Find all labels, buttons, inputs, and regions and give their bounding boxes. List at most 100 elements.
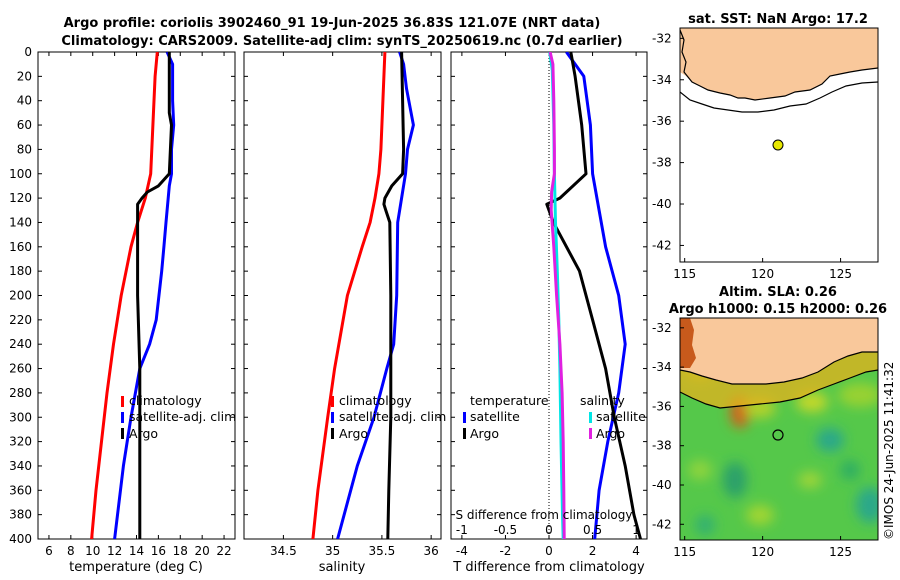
legend-label-s-satellite: satellite bbox=[596, 409, 646, 424]
salinity-lines bbox=[311, 52, 415, 539]
x-tick-label: 4 bbox=[632, 544, 640, 558]
y-tick-label: 400 bbox=[9, 532, 32, 546]
lat-tick-label: -42 bbox=[652, 238, 672, 252]
x-tick-label: 36 bbox=[424, 544, 439, 558]
legend-label-argo: Argo bbox=[129, 426, 158, 441]
sw-australia-warm-coast bbox=[680, 318, 696, 368]
lat-tick-label: -38 bbox=[652, 439, 672, 453]
s-difference-tick-labels: -1 -0.5 0 0.5 1 bbox=[456, 523, 640, 537]
legend-swatch-s-satellite bbox=[589, 412, 592, 423]
australia-land bbox=[680, 318, 878, 384]
argo-float-marker bbox=[772, 429, 784, 441]
top-tick-label: 0 bbox=[545, 523, 553, 537]
y-tick-label: 320 bbox=[9, 435, 32, 449]
lat-tick-label: -34 bbox=[652, 73, 672, 87]
x-tick-label: 0 bbox=[545, 544, 553, 558]
sst-map-title: sat. SST: NaN Argo: 17.2 bbox=[688, 12, 868, 27]
sla-map-title-line2: Argo h1000: 0.15 h2000: 0.26 bbox=[669, 302, 887, 317]
y-tick-label: 340 bbox=[9, 459, 32, 473]
lon-tick-label: 125 bbox=[829, 545, 852, 559]
s-difference-axis-label: S difference from climatology bbox=[456, 508, 633, 522]
legend-swatch-argo bbox=[331, 428, 334, 439]
x-tick-label: 18 bbox=[173, 544, 188, 558]
x-tick-label: -4 bbox=[456, 544, 468, 558]
salinity-tick-labels: 34.5 35 35.5 36 bbox=[244, 51, 441, 558]
coastline bbox=[680, 351, 878, 385]
x-tick-label: 35 bbox=[325, 544, 340, 558]
legend-swatch-s-argo bbox=[589, 428, 592, 439]
x-tick-label: 34.5 bbox=[270, 544, 297, 558]
sla-map: Altim. SLA: 0.26 Argo h1000: 0.15 h2000:… bbox=[652, 285, 887, 559]
lon-tick-label: 115 bbox=[673, 545, 696, 559]
legend-heading-salinity: salinity bbox=[580, 393, 625, 408]
series-line-s-argo bbox=[548, 52, 566, 539]
imos-watermark: ©IMOS 24-Jun-2025 11:41:32 bbox=[882, 362, 896, 540]
lon-tick-label: 120 bbox=[751, 545, 774, 559]
sla-map-lat-labels: -32 -34 -36 -38 -40 -42 bbox=[652, 321, 684, 531]
x-tick-label: 14 bbox=[129, 544, 144, 558]
y-tick-label: 100 bbox=[9, 167, 32, 181]
temperature-legend: climatology satellite-adj. clim Argo bbox=[121, 393, 236, 441]
y-tick-label: 40 bbox=[17, 94, 32, 108]
sla-map-frame bbox=[679, 317, 879, 541]
y-tick-label: 0 bbox=[24, 45, 32, 59]
legend-label-climatology: climatology bbox=[339, 393, 412, 408]
sst-map-lat-labels: -32 -34 -36 -38 -40 -42 bbox=[652, 31, 684, 252]
salinity-axes-frame bbox=[243, 51, 442, 540]
sla-map-lon-labels: 115 120 125 bbox=[673, 536, 852, 559]
lat-tick-label: -32 bbox=[652, 31, 672, 45]
x-tick-label: 2 bbox=[589, 544, 597, 558]
y-tick-label: 380 bbox=[9, 508, 32, 522]
depth-tick-labels: 0 20 40 60 80 100 120 140 160 180 200 220 240 260 280 3… bbox=[9, 45, 32, 546]
legend-swatch-t-satellite bbox=[463, 412, 466, 423]
top-tick-label: -1 bbox=[456, 523, 468, 537]
sla-map-title-line1: Altim. SLA: 0.26 bbox=[719, 285, 837, 300]
legend-swatch-climatology bbox=[121, 396, 124, 407]
lat-tick-label: -34 bbox=[652, 360, 672, 374]
lat-tick-label: -40 bbox=[652, 478, 672, 492]
lat-tick-label: -38 bbox=[652, 156, 672, 170]
x-tick-label: -2 bbox=[499, 544, 511, 558]
temperature-x-label: temperature (deg C) bbox=[69, 560, 203, 575]
salinity-legend: climatology satellite-adj. clim Argo bbox=[331, 393, 446, 441]
lon-tick-label: 115 bbox=[673, 267, 696, 281]
figure-title-line1: Argo profile: coriolis 3902460_91 19-Jun… bbox=[64, 16, 601, 31]
legend-swatch-satellite bbox=[331, 412, 334, 423]
difference-legend-salinity: salinity satellite Argo bbox=[580, 393, 646, 441]
lat-tick-label: -40 bbox=[652, 197, 672, 211]
top-tick-label: 1 bbox=[632, 523, 640, 537]
lon-tick-label: 125 bbox=[829, 267, 852, 281]
temperature-panel: 0 20 40 60 80 100 120 140 160 180 200 220 240 260 280 3… bbox=[9, 45, 236, 575]
y-tick-label: 240 bbox=[9, 337, 32, 351]
temperature-tick-labels: 6 8 10 12 14 16 18 20 22 bbox=[38, 51, 235, 558]
difference-x-label: T difference from climatology bbox=[452, 560, 645, 575]
difference-panel: -4 -2 0 2 4 S difference from climatology -1… bbox=[450, 51, 648, 575]
series-line-argo bbox=[136, 52, 173, 539]
australia-land bbox=[680, 28, 878, 100]
y-tick-label: 80 bbox=[17, 142, 32, 156]
legend-label-satellite: satellite-adj. clim bbox=[339, 409, 446, 424]
lat-tick-label: -32 bbox=[652, 321, 672, 335]
series-line-satellite-adj-clim bbox=[336, 52, 415, 539]
lat-tick-label: -36 bbox=[652, 114, 672, 128]
y-tick-label: 120 bbox=[9, 191, 32, 205]
x-tick-label: 22 bbox=[216, 544, 231, 558]
coastline bbox=[680, 29, 878, 101]
legend-label-t-satellite: satellite bbox=[470, 409, 520, 424]
series-line-argo bbox=[382, 52, 406, 539]
legend-label-t-argo: Argo bbox=[470, 426, 499, 441]
series-line-climatology bbox=[90, 52, 159, 539]
y-tick-label: 280 bbox=[9, 386, 32, 400]
series-line-satellite-adj-clim bbox=[113, 52, 176, 539]
x-tick-label: 10 bbox=[85, 544, 100, 558]
legend-heading-temperature: temperature bbox=[470, 393, 549, 408]
salinity-x-label: salinity bbox=[319, 560, 366, 575]
lon-tick-label: 120 bbox=[751, 267, 774, 281]
y-tick-label: 300 bbox=[9, 410, 32, 424]
sst-map-lon-labels: 115 120 125 bbox=[673, 258, 852, 281]
y-tick-label: 20 bbox=[17, 69, 32, 83]
x-tick-label: 6 bbox=[45, 544, 53, 558]
x-tick-label: 12 bbox=[107, 544, 122, 558]
y-tick-label: 200 bbox=[9, 289, 32, 303]
